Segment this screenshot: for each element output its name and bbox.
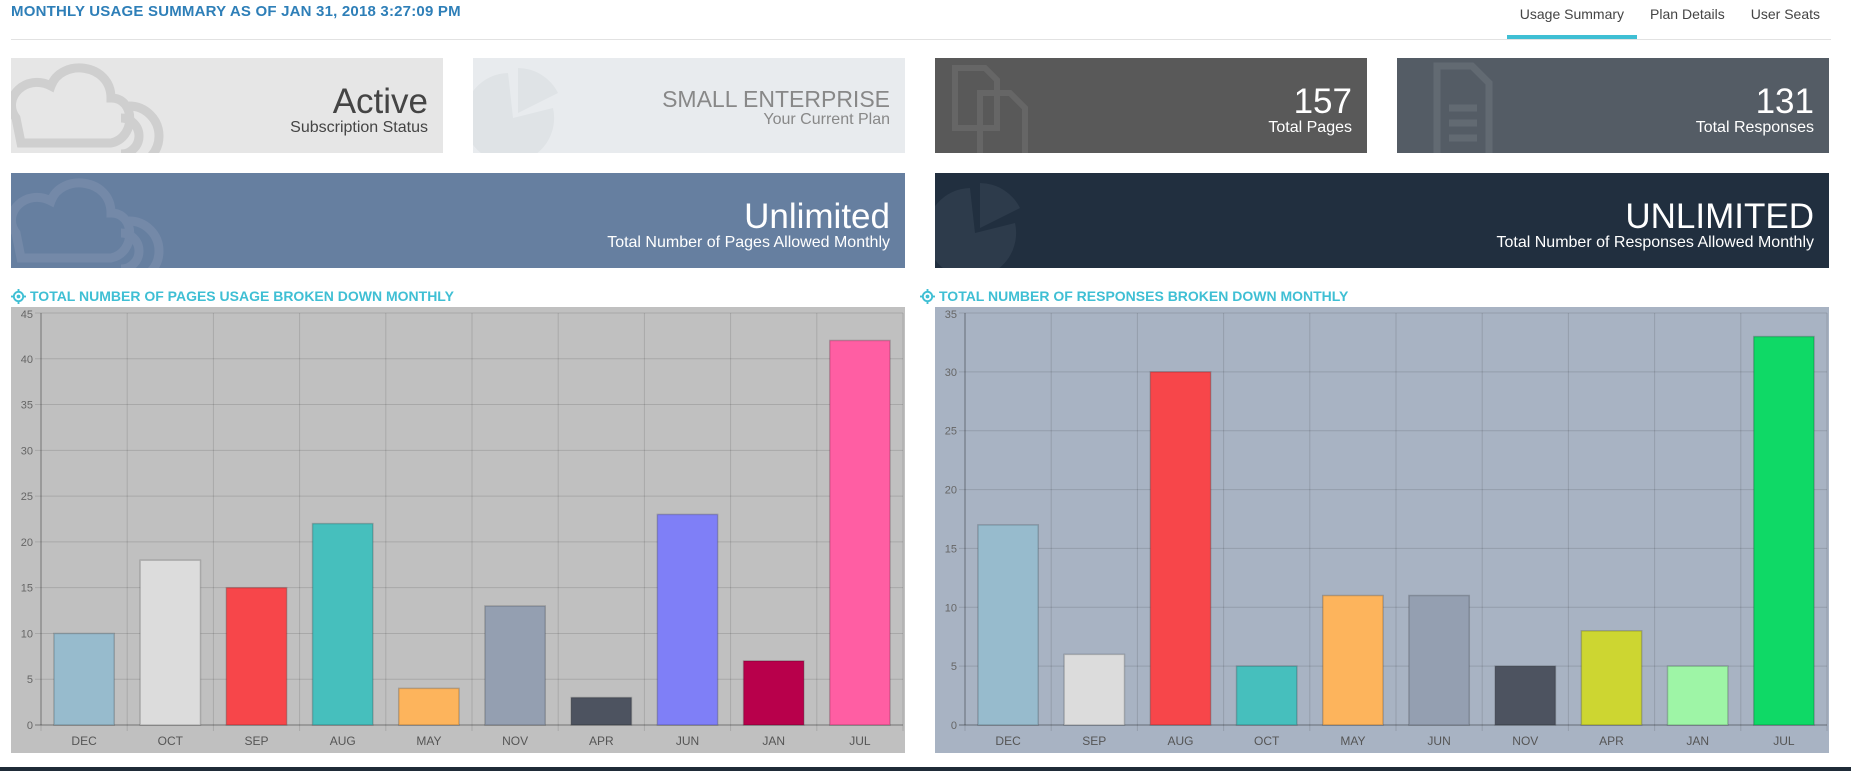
x-tick-label: OCT — [158, 734, 184, 748]
y-tick-label: 15 — [945, 543, 957, 555]
bar-aug — [1149, 371, 1212, 726]
tab-plan-details[interactable]: Plan Details — [1650, 6, 1725, 22]
subscription-status-card: Active Subscription Status — [11, 58, 443, 153]
responses-chart-title: TOTAL NUMBER OF RESPONSES BROKEN DOWN MO… — [920, 288, 1348, 304]
total-pages-value: 157 — [1293, 82, 1352, 121]
cloud-icon — [11, 63, 164, 153]
y-tick-label: 0 — [27, 720, 33, 732]
bar-nov — [1494, 665, 1557, 726]
documents-icon — [952, 65, 1028, 153]
tab-divider — [11, 39, 1831, 40]
tab-bar: Usage Summary Plan Details User Seats — [1506, 0, 1851, 39]
y-tick-label: 10 — [945, 602, 957, 614]
x-tick-label: SEP — [244, 734, 268, 748]
pages-allowed-label: Total Number of Pages Allowed Monthly — [607, 234, 890, 251]
bar-jul — [1752, 335, 1815, 726]
bar-jun — [656, 513, 719, 726]
responses-allowed-value: UNLIMITED — [1625, 197, 1814, 236]
current-plan-label: Your Current Plan — [763, 111, 890, 128]
tab-usage-summary[interactable]: Usage Summary — [1506, 0, 1638, 39]
y-tick-label: 45 — [21, 309, 33, 321]
x-tick-label: APR — [589, 734, 614, 748]
x-tick-label: MAY — [416, 734, 441, 748]
chart-svg: 0 5 10 15 20 25 30 35 DEC SEP AUG OCT MAY JUN NOV APR JA… — [935, 307, 1829, 753]
pages-chart-title: TOTAL NUMBER OF PAGES USAGE BROKEN DOWN … — [11, 288, 454, 304]
bar-apr — [1580, 630, 1643, 726]
bar-may — [397, 687, 460, 726]
footer-bar — [0, 767, 1851, 771]
responses-allowed-label: Total Number of Responses Allowed Monthl… — [1496, 234, 1815, 251]
gear-icon[interactable] — [920, 288, 935, 304]
x-tick-label: APR — [1599, 734, 1624, 748]
responses-chart-title-text: TOTAL NUMBER OF RESPONSES BROKEN DOWN MO… — [939, 288, 1349, 304]
x-tick-label: JAN — [1686, 734, 1709, 748]
x-tick-label: JUL — [1773, 734, 1795, 748]
gear-icon[interactable] — [11, 288, 26, 304]
y-tick-label: 30 — [945, 367, 957, 379]
bar-aug — [311, 522, 374, 726]
y-tick-label: 20 — [21, 537, 33, 549]
bar-sep — [225, 586, 288, 726]
bar-nov — [484, 605, 547, 726]
document-icon — [1433, 62, 1493, 153]
subscription-status-value: Active — [332, 82, 428, 121]
x-tick-label: SEP — [1082, 734, 1106, 748]
bar-jul — [828, 339, 891, 726]
responses-chart: 0 5 10 15 20 25 30 35 DEC SEP AUG OCT MAY JUN NOV APR JA… — [935, 307, 1829, 753]
pie-icon — [473, 68, 558, 153]
y-tick-label: 35 — [945, 309, 957, 321]
x-tick-label: NOV — [1512, 734, 1538, 748]
y-tick-label: 20 — [945, 485, 957, 497]
current-plan-card: SMALL ENTERPRISE Your Current Plan — [473, 58, 905, 153]
page-title: MONTHLY USAGE SUMMARY AS OF JAN 31, 2018… — [11, 3, 461, 20]
y-tick-label: 25 — [21, 491, 33, 503]
pie-icon — [935, 183, 1020, 268]
x-tick-label: OCT — [1254, 734, 1280, 748]
x-tick-label: DEC — [995, 734, 1021, 748]
chart-svg: 0 5 10 15 20 25 30 35 40 45 DEC OCT SEP AUG MAY NOV APR J… — [11, 307, 905, 753]
bar-jan — [742, 660, 805, 726]
x-tick-label: MAY — [1340, 734, 1365, 748]
x-tick-label: JAN — [762, 734, 785, 748]
current-plan-value: SMALL ENTERPRISE — [662, 86, 890, 112]
x-tick-label: JUN — [676, 734, 699, 748]
pages-allowed-card: Unlimited Total Number of Pages Allowed … — [11, 173, 905, 268]
total-responses-card: 131 Total Responses — [1397, 58, 1829, 153]
tab-user-seats[interactable]: User Seats — [1750, 6, 1820, 22]
y-tick-label: 40 — [21, 354, 33, 366]
bar-jan — [1666, 665, 1729, 726]
y-tick-label: 35 — [21, 400, 33, 412]
bar-oct — [1235, 665, 1298, 726]
total-pages-label: Total Pages — [1268, 119, 1352, 136]
x-tick-label: NOV — [502, 734, 528, 748]
bar-jun — [1408, 594, 1471, 726]
y-tick-label: 5 — [951, 661, 957, 673]
subscription-status-label: Subscription Status — [290, 119, 428, 136]
x-tick-label: DEC — [71, 734, 97, 748]
pages-allowed-value: Unlimited — [744, 197, 890, 236]
total-responses-label: Total Responses — [1695, 119, 1814, 136]
x-tick-label: AUG — [330, 734, 356, 748]
y-tick-label: 10 — [21, 628, 33, 640]
y-tick-label: 25 — [945, 426, 957, 438]
y-tick-label: 0 — [951, 720, 957, 732]
pages-chart: 0 5 10 15 20 25 30 35 40 45 DEC OCT SEP AUG MAY NOV APR J… — [11, 307, 905, 753]
bar-oct — [139, 559, 202, 726]
bar-dec — [53, 632, 116, 726]
total-responses-value: 131 — [1755, 82, 1814, 121]
bar-sep — [1063, 653, 1126, 726]
bar-may — [1321, 594, 1384, 726]
total-pages-card: 157 Total Pages — [935, 58, 1367, 153]
x-tick-label: AUG — [1167, 734, 1193, 748]
y-tick-label: 5 — [27, 674, 33, 686]
bar-dec — [977, 524, 1040, 726]
pages-chart-title-text: TOTAL NUMBER OF PAGES USAGE BROKEN DOWN … — [30, 288, 454, 304]
cloud-icon — [11, 178, 164, 268]
x-tick-label: JUL — [849, 734, 871, 748]
bar-apr — [570, 696, 633, 726]
y-tick-label: 30 — [21, 445, 33, 457]
x-tick-label: JUN — [1427, 734, 1450, 748]
responses-allowed-card: UNLIMITED Total Number of Responses Allo… — [935, 173, 1829, 268]
y-tick-label: 15 — [21, 583, 33, 595]
